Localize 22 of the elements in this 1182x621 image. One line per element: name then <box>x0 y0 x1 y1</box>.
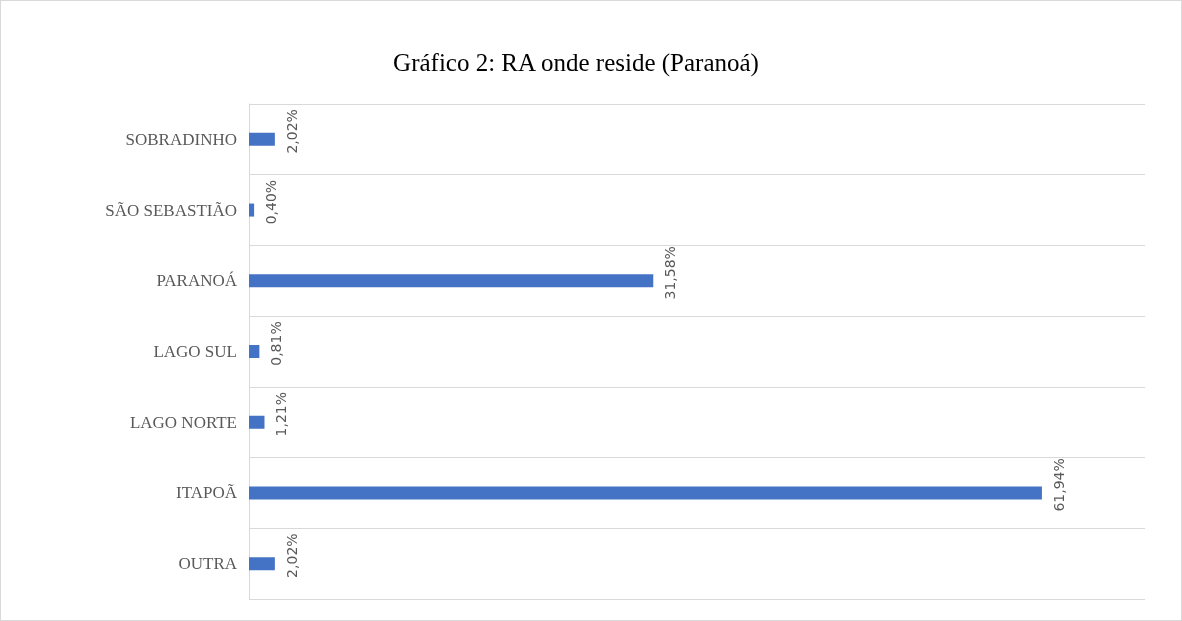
y-tick-label: PARANOÁ <box>156 271 238 291</box>
data-label: 0,81% <box>268 321 285 366</box>
data-label: 1,21% <box>273 391 290 437</box>
y-tick-label: LAGO SUL <box>153 342 237 361</box>
bar <box>249 486 1042 500</box>
bar <box>249 203 255 217</box>
data-label: 31,58% <box>662 246 679 300</box>
y-tick-label: SÃO SEBASTIÃO <box>105 200 237 220</box>
bar <box>249 557 275 571</box>
data-label: 2,02% <box>283 109 300 154</box>
data-label: 0,40% <box>263 179 280 225</box>
bar <box>249 274 654 288</box>
bar <box>249 345 260 358</box>
bar <box>249 132 275 146</box>
y-tick-label: LAGO NORTE <box>129 412 237 432</box>
y-tick-label: ITAPOÃ <box>176 483 238 503</box>
chart-title: Gráfico 2: RA onde reside (Paranoá) <box>393 49 759 77</box>
y-tick-label: OUTRA <box>178 554 238 574</box>
bar <box>249 415 265 429</box>
y-tick-label: SOBRADINHO <box>125 129 237 149</box>
data-label: 61,94% <box>1050 458 1067 512</box>
data-label: 2,02% <box>283 533 300 578</box>
